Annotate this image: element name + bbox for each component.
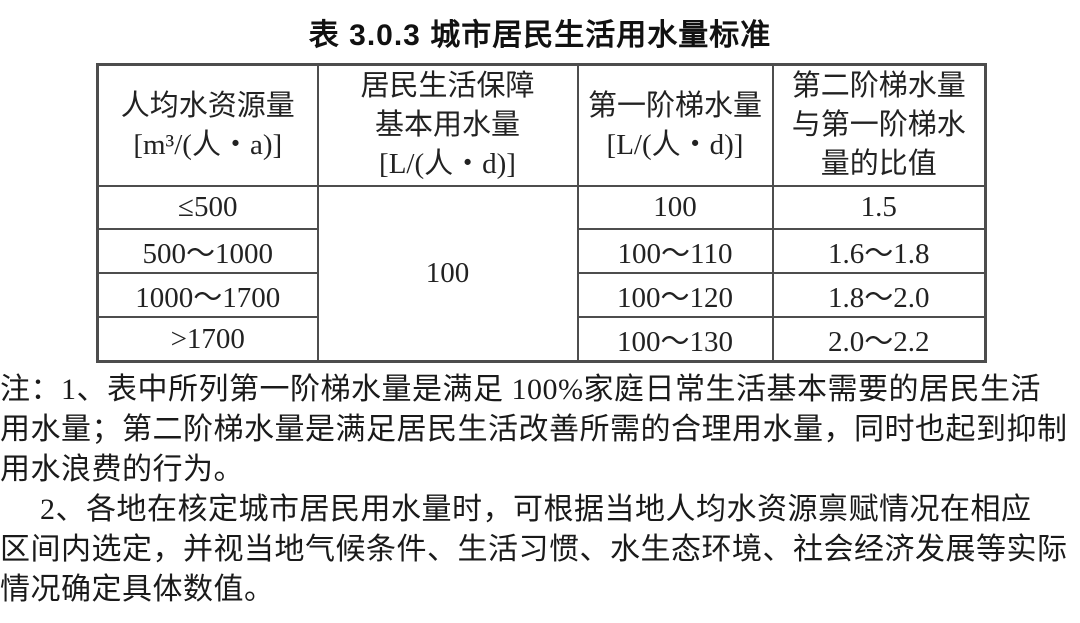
table-notes: 注：1、表中所列第一阶梯水量是满足 100%家庭日常生活基本需要的居民生活 用水… [0, 370, 1080, 610]
page-title: 表 3.0.3 城市居民生活用水量标准 [308, 19, 772, 52]
note-1-line-2: 用水量；第二阶梯水量是满足居民生活改善所需的合理用水量，同时也起到抑制 [0, 413, 1068, 446]
first-tier-cell: 100～120 [576, 272, 774, 318]
header-line: 第二阶梯水量 [791, 70, 966, 102]
header-line: 第一阶梯水量 [587, 89, 762, 122]
resource-range-cell: ≤500 [96, 185, 319, 230]
first-tier-cell: 100～130 [576, 316, 774, 363]
header-line: 居民生活保障 [360, 70, 535, 102]
table-row: 500～1000 100～110 1.6～1.8 [96, 228, 987, 274]
col-header-per-capita-water-resources: 人均水资源量 [m³/(人・a)] [96, 63, 319, 187]
note-2-line-3: 情况确定具体数值。 [0, 573, 275, 606]
first-tier-cell: 100 [576, 185, 774, 230]
header-line: 与第一阶梯水 [791, 109, 966, 141]
resource-range-cell: 1000～1700 [96, 272, 319, 318]
header-line: 基本用水量 [374, 109, 520, 141]
header-unit: [L/(人・d)] [606, 128, 744, 161]
note-2-line-1: 2、各地在核定城市居民用水量时，可根据当地人均水资源禀赋情况在相应 [40, 493, 1032, 526]
col-header-first-tier-amount: 第一阶梯水量 [L/(人・d)] [576, 63, 774, 187]
resource-range-cell: 500～1000 [96, 228, 319, 274]
basic-amount-merged-cell: 100 [316, 185, 579, 363]
header-unit: [m³/(人・a)] [133, 128, 283, 161]
note-1-line-3: 用水浪费的行为。 [0, 453, 244, 486]
ratio-cell: 1.8～2.0 [771, 272, 987, 318]
ratio-cell: 2.0～2.2 [771, 316, 987, 363]
document-page: { "title": "表 3.0.3 城市居民生活用水量标准", "table… [0, 10, 1080, 623]
header-line: 人均水资源量 [120, 89, 295, 122]
first-tier-cell: 100～110 [576, 228, 774, 274]
table-row: ≤500 100 100 1.5 [96, 185, 987, 363]
resource-range-cell: >1700 [96, 316, 319, 363]
ratio-cell: 1.6～1.8 [771, 228, 987, 274]
table-row: >1700 100～130 2.0～2.2 [96, 316, 987, 363]
table-row: 1000～1700 100～120 1.8～2.0 [96, 272, 987, 318]
water-consumption-standard-table: 人均水资源量 [m³/(人・a)] 居民生活保障 基本用水量 [L/(人・d)]… [96, 63, 987, 363]
col-header-basic-guaranteed-amount: 居民生活保障 基本用水量 [L/(人・d)] [316, 63, 579, 187]
header-unit: [L/(人・d)] [379, 148, 516, 180]
table-header-row: 人均水资源量 [m³/(人・a)] 居民生活保障 基本用水量 [L/(人・d)]… [96, 63, 987, 187]
note-2-line-2: 区间内选定，并视当地气候条件、生活习惯、水生态环境、社会经济发展等实际 [0, 533, 1068, 566]
col-header-second-tier-ratio: 第二阶梯水量 与第一阶梯水 量的比值 [771, 63, 987, 187]
header-line: 量的比值 [820, 148, 937, 180]
note-1-line-1: 注：1、表中所列第一阶梯水量是满足 100%家庭日常生活基本需要的居民生活 [0, 373, 1041, 406]
ratio-cell: 1.5 [771, 185, 987, 230]
